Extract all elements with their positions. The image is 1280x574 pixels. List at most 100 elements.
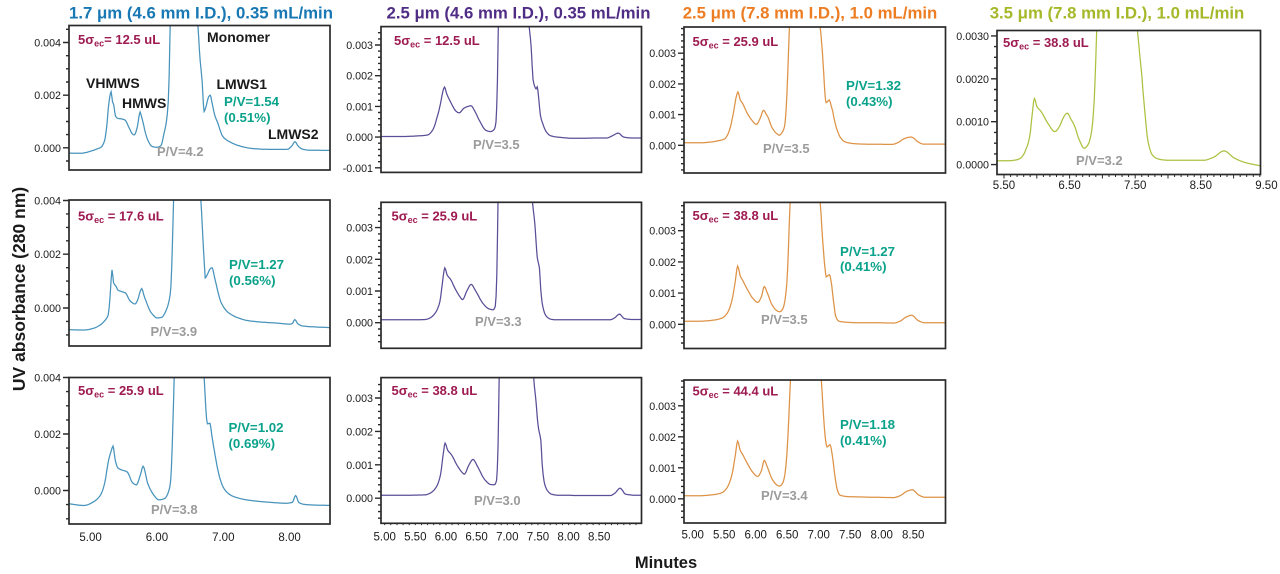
svg-text:5.00: 5.00 — [79, 532, 101, 544]
svg-text:0.003: 0.003 — [346, 223, 373, 235]
svg-text:6.00: 6.00 — [745, 530, 767, 542]
svg-text:2.5 μm (7.8 mm I.D.), 1.0 mL/m: 2.5 μm (7.8 mm I.D.), 1.0 mL/min — [683, 4, 938, 23]
svg-text:8.50: 8.50 — [902, 530, 924, 542]
svg-text:7.50: 7.50 — [1124, 180, 1146, 192]
svg-text:Monomer: Monomer — [207, 29, 271, 45]
svg-text:8.00: 8.00 — [557, 531, 579, 543]
svg-text:6.00: 6.00 — [435, 531, 457, 543]
svg-text:6.50: 6.50 — [465, 531, 487, 543]
svg-text:0.000: 0.000 — [346, 318, 373, 330]
svg-text:8.00: 8.00 — [278, 532, 300, 544]
svg-text:0.001: 0.001 — [649, 110, 676, 122]
svg-text:0.003: 0.003 — [346, 40, 373, 52]
svg-text:0.000: 0.000 — [34, 303, 61, 315]
svg-text:5.50: 5.50 — [713, 530, 735, 542]
svg-text:5σec = 25.9 uL: 5σec = 25.9 uL — [392, 209, 478, 226]
svg-text:0.000: 0.000 — [649, 140, 676, 152]
svg-text:0.003: 0.003 — [649, 401, 676, 413]
svg-text:5σec = 38.8 uL: 5σec = 38.8 uL — [693, 208, 779, 225]
svg-text:0.0000: 0.0000 — [956, 160, 989, 172]
svg-text:5σec = 44.4 uL: 5σec = 44.4 uL — [693, 384, 779, 401]
svg-text:P/V=1.27: P/V=1.27 — [229, 257, 284, 272]
svg-text:0.0030: 0.0030 — [956, 31, 989, 43]
svg-text:(0.43%): (0.43%) — [846, 94, 893, 109]
svg-text:0.002: 0.002 — [346, 71, 373, 83]
svg-text:8.00: 8.00 — [871, 530, 893, 542]
svg-text:0.001: 0.001 — [346, 286, 373, 298]
svg-text:0.001: 0.001 — [649, 288, 676, 300]
svg-text:0.003: 0.003 — [346, 393, 373, 405]
svg-text:0.003: 0.003 — [649, 48, 676, 60]
svg-text:P/V=3.9: P/V=3.9 — [151, 324, 198, 339]
svg-text:HMWS: HMWS — [122, 95, 166, 111]
svg-text:0.000: 0.000 — [346, 132, 373, 144]
svg-text:P/V=3.8: P/V=3.8 — [151, 502, 198, 517]
svg-text:(0.69%): (0.69%) — [229, 436, 276, 451]
svg-text:3.5 μm (7.8 mm I.D.), 1.0 mL/m: 3.5 μm (7.8 mm I.D.), 1.0 mL/min — [990, 4, 1245, 23]
svg-text:(0.41%): (0.41%) — [840, 259, 887, 274]
svg-text:0.001: 0.001 — [649, 463, 676, 475]
svg-text:0.004: 0.004 — [34, 196, 61, 208]
svg-text:9.50: 9.50 — [1255, 180, 1277, 192]
svg-text:P/V=3.4: P/V=3.4 — [761, 488, 808, 503]
svg-text:0.000: 0.000 — [649, 494, 676, 506]
svg-text:LMWS2: LMWS2 — [268, 126, 319, 142]
svg-text:0.000: 0.000 — [346, 493, 373, 505]
svg-text:5σec = 25.9 uL: 5σec = 25.9 uL — [78, 383, 164, 400]
svg-text:P/V=1.18: P/V=1.18 — [840, 417, 895, 432]
svg-text:0.002: 0.002 — [34, 249, 61, 261]
svg-text:5σec = 38.8 uL: 5σec = 38.8 uL — [392, 383, 478, 400]
svg-text:0.000: 0.000 — [34, 486, 61, 498]
svg-text:6.50: 6.50 — [1058, 180, 1080, 192]
svg-text:P/V=3.5: P/V=3.5 — [473, 137, 520, 152]
svg-text:P/V=3.0: P/V=3.0 — [474, 493, 521, 508]
svg-text:7.50: 7.50 — [839, 530, 861, 542]
svg-text:0.002: 0.002 — [346, 254, 373, 266]
svg-text:P/V=1.32: P/V=1.32 — [846, 78, 901, 93]
svg-text:0.004: 0.004 — [34, 38, 61, 50]
svg-text:0.003: 0.003 — [649, 226, 676, 238]
svg-text:5σec = 25.9 uL: 5σec = 25.9 uL — [693, 34, 779, 51]
svg-text:0.001: 0.001 — [346, 460, 373, 472]
svg-text:8.50: 8.50 — [588, 531, 610, 543]
svg-text:P/V=3.5: P/V=3.5 — [761, 312, 808, 327]
svg-text:0.002: 0.002 — [346, 426, 373, 438]
svg-text:P/V=1.02: P/V=1.02 — [229, 420, 284, 435]
svg-text:0.002: 0.002 — [649, 257, 676, 269]
svg-text:0.002: 0.002 — [34, 90, 61, 102]
svg-text:5σec= 12.5 uL: 5σec= 12.5 uL — [78, 32, 160, 49]
svg-text:(0.56%): (0.56%) — [229, 273, 276, 288]
svg-text:7.00: 7.00 — [212, 532, 234, 544]
svg-text:Minutes: Minutes — [635, 554, 697, 572]
svg-text:2.5 μm (4.6 mm I.D.), 0.35 mL/: 2.5 μm (4.6 mm I.D.), 0.35 mL/min — [387, 4, 651, 23]
svg-text:0.002: 0.002 — [34, 429, 61, 441]
svg-text:5σec = 12.5 uL: 5σec = 12.5 uL — [394, 33, 480, 50]
svg-text:5.00: 5.00 — [682, 530, 704, 542]
svg-text:5σec = 17.6 uL: 5σec = 17.6 uL — [78, 209, 164, 226]
svg-text:P/V=3.5: P/V=3.5 — [763, 141, 810, 156]
svg-text:0.001: 0.001 — [346, 101, 373, 113]
svg-text:7.00: 7.00 — [808, 530, 830, 542]
svg-text:0.0020: 0.0020 — [956, 74, 989, 86]
svg-text:0.002: 0.002 — [649, 79, 676, 91]
svg-text:6.50: 6.50 — [776, 530, 798, 542]
svg-text:6.00: 6.00 — [146, 532, 168, 544]
svg-text:UV absorbance (280 nm): UV absorbance (280 nm) — [9, 187, 29, 391]
svg-text:P/V=3.2: P/V=3.2 — [1076, 153, 1123, 168]
svg-text:P/V=4.2: P/V=4.2 — [157, 144, 204, 159]
svg-text:5.50: 5.50 — [993, 180, 1015, 192]
svg-text:0.004: 0.004 — [34, 373, 61, 385]
svg-text:P/V=1.27: P/V=1.27 — [840, 244, 895, 259]
svg-text:LMWS1: LMWS1 — [217, 76, 268, 92]
svg-text:7.00: 7.00 — [496, 531, 518, 543]
svg-text:P/V=1.54: P/V=1.54 — [224, 94, 280, 109]
svg-text:1.7 μm (4.6 mm I.D.), 0.35 mL/: 1.7 μm (4.6 mm I.D.), 0.35 mL/min — [69, 4, 333, 23]
svg-text:0.002: 0.002 — [649, 432, 676, 444]
svg-text:(0.41%): (0.41%) — [840, 433, 887, 448]
svg-text:8.50: 8.50 — [1190, 180, 1212, 192]
svg-text:5.00: 5.00 — [374, 531, 396, 543]
svg-text:(0.51%): (0.51%) — [224, 110, 271, 125]
svg-text:7.50: 7.50 — [527, 531, 549, 543]
svg-text:5σec = 38.8 uL: 5σec = 38.8 uL — [1003, 35, 1089, 52]
svg-text:-0.001: -0.001 — [343, 163, 373, 175]
